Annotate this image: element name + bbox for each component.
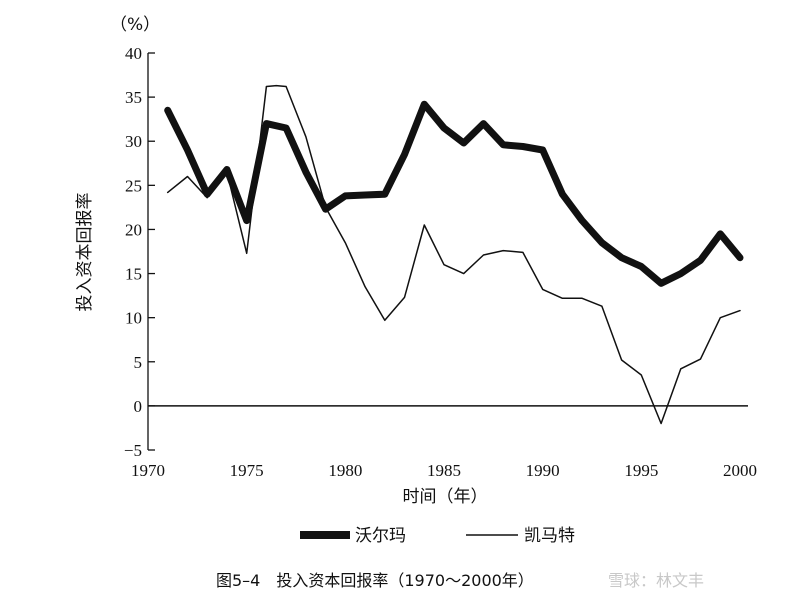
y-tick-label: 20 bbox=[125, 220, 142, 239]
x-tick-label: 1975 bbox=[230, 461, 264, 480]
x-tick-label: 1985 bbox=[427, 461, 461, 480]
y-tick-label: −5 bbox=[124, 441, 142, 460]
y-tick-label: 15 bbox=[125, 265, 142, 284]
y-axis-unit: （%） bbox=[110, 15, 160, 35]
series-line-kmart bbox=[166, 84, 741, 425]
x-tick-label: 1990 bbox=[526, 461, 560, 480]
x-tick-label: 1980 bbox=[328, 461, 362, 480]
y-tick-label: 40 bbox=[125, 44, 142, 63]
x-axis-title: 时间（年） bbox=[403, 487, 488, 507]
legend-label-kmart: 凯马特 bbox=[524, 526, 575, 546]
figure-caption: 图5–4 投入资本回报率（1970～2000年） bbox=[216, 571, 534, 590]
y-axis-ticks: −5 0 5 10 15 20 25 30 35 40 bbox=[124, 44, 155, 460]
x-tick-label: 1970 bbox=[131, 461, 165, 480]
x-tick-label: 2000 bbox=[723, 461, 757, 480]
watermark: 雪球：林文丰 bbox=[608, 571, 705, 590]
y-tick-label: 25 bbox=[125, 176, 142, 195]
y-tick-label: 10 bbox=[125, 309, 142, 328]
legend-label-walmart: 沃尔玛 bbox=[355, 526, 406, 546]
y-tick-label: 0 bbox=[134, 397, 143, 416]
y-tick-label: 30 bbox=[125, 132, 142, 151]
series-line-walmart bbox=[164, 100, 744, 287]
y-tick-label: 35 bbox=[125, 88, 142, 107]
y-tick-label: 5 bbox=[134, 353, 143, 372]
series-layer bbox=[164, 84, 744, 425]
x-tick-label: 1995 bbox=[624, 461, 658, 480]
legend: 沃尔玛 凯马特 bbox=[300, 526, 575, 546]
y-axis-title: 投入资本回报率 bbox=[75, 193, 95, 312]
chart-axes bbox=[147, 53, 748, 450]
x-axis-ticks: 1970 1975 1980 1985 1990 1995 2000 bbox=[131, 461, 757, 480]
